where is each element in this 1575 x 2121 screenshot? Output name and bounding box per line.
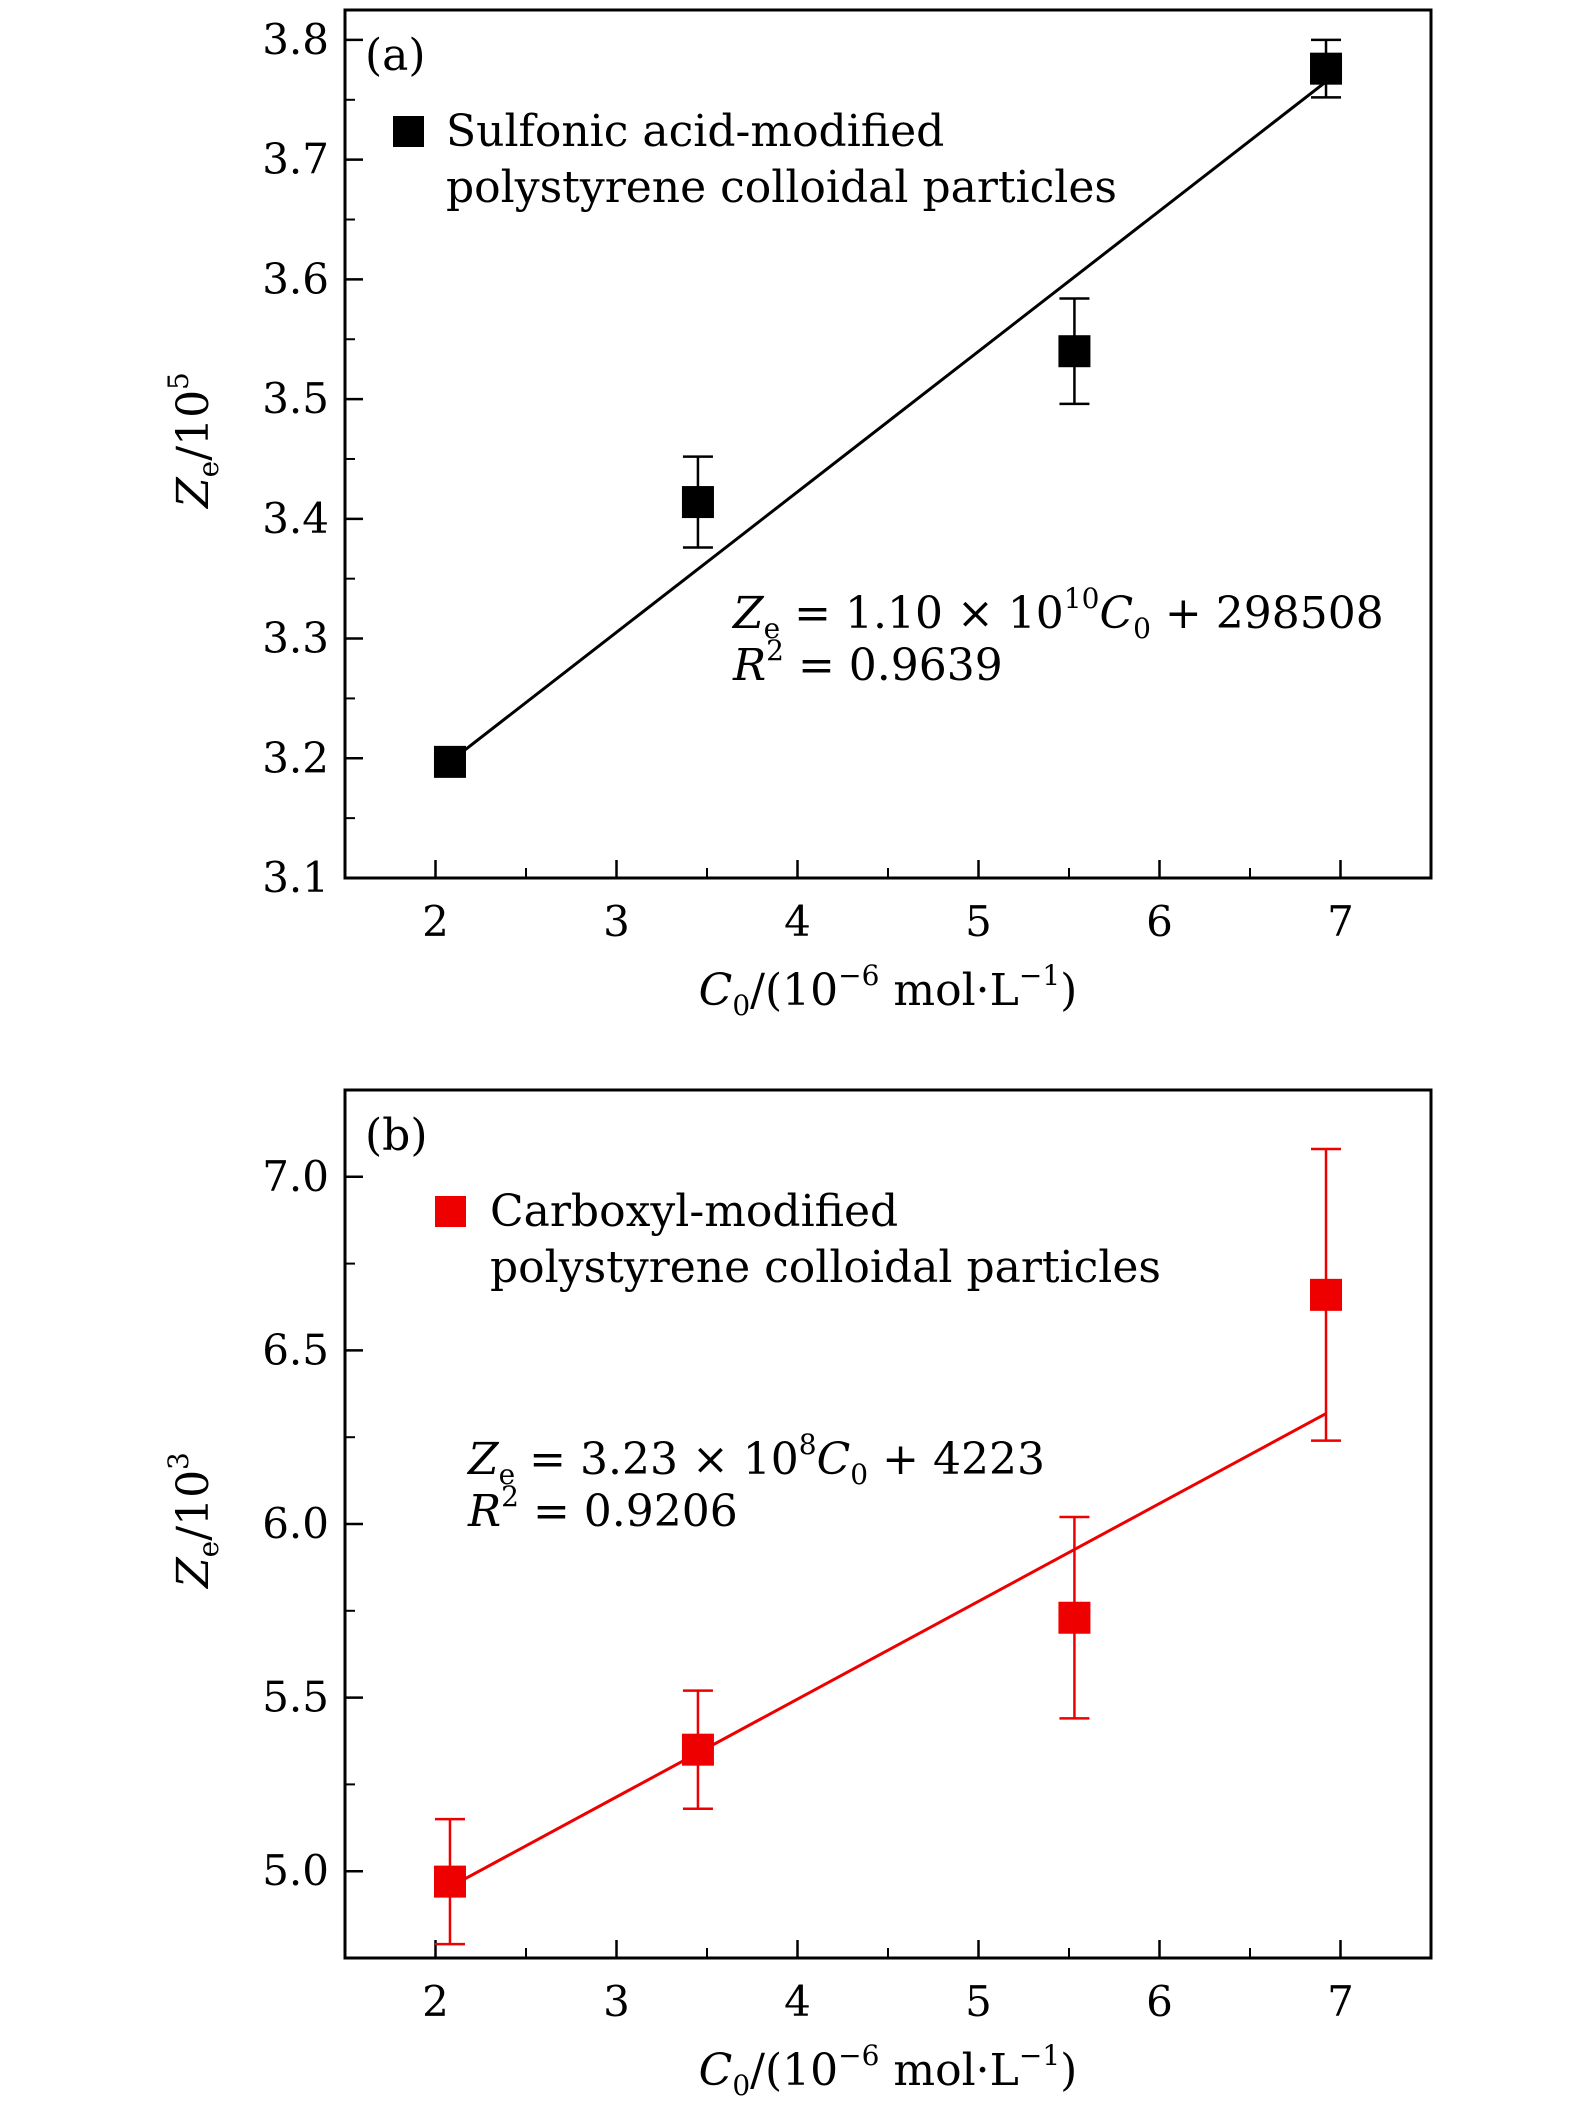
- y-axis-title-b: Ze/103: [162, 1452, 225, 1590]
- y-tick-label: 3.6: [262, 254, 329, 303]
- y-axis-title-a: Ze/105: [162, 372, 225, 510]
- data-point: [433, 745, 466, 778]
- fit-line-b: [449, 1412, 1327, 1889]
- r-squared-b: R2 = 0.9206: [467, 1480, 738, 1537]
- x-tick-label: 3: [603, 897, 630, 946]
- data-point: [1310, 52, 1343, 85]
- y-tick-label: 3.2: [262, 733, 329, 782]
- x-tick-label: 4: [784, 1977, 811, 2026]
- fit-equation-a: Ze = 1.10 × 1010C0 + 298508: [731, 582, 1384, 645]
- y-tick-label: 5.0: [262, 1846, 329, 1895]
- x-tick-label: 6: [1146, 897, 1173, 946]
- ticks-b: 2 3 4 5 6 7 5.0 5.5 6.0 6.5 7.0: [262, 1152, 1432, 2026]
- panel-b: 2 3 4 5 6 7 5.0 5.5 6.0 6.5 7.0 (b) Carboxyl-modif…: [162, 1088, 1433, 2102]
- ticks-a: 2 3 4 5 6 7 3.1 3.2 3.3 3.4 3.5 3.6 3.7 3.8: [262, 15, 1432, 946]
- panel-a: 2 3 4 5 6 7 3.1 3.2 3.3 3.4 3.5 3.6 3.7 3.8 (a) Sulfo…: [162, 8, 1433, 1022]
- x-tick-label: 6: [1146, 1977, 1173, 2026]
- x-tick-label: 5: [965, 897, 992, 946]
- legend-label-a-line1: Sulfonic acid-modified: [446, 106, 944, 157]
- points-b: [433, 1147, 1343, 1946]
- data-point: [1310, 1278, 1343, 1311]
- fit-equation-b: Ze = 3.23 × 108C0 + 4223: [466, 1428, 1045, 1491]
- panel-label-a: (a): [365, 30, 426, 81]
- x-tick-label: 7: [1327, 897, 1354, 946]
- data-point: [681, 486, 714, 519]
- x-axis-title-a: C0/(10−6 mol·L−1): [699, 959, 1078, 1022]
- x-axis-title-b: C0/(10−6 mol·L−1): [699, 2039, 1078, 2102]
- fit-line: [449, 1412, 1327, 1889]
- x-tick-label: 5: [965, 1977, 992, 2026]
- x-tick-label: 2: [422, 897, 449, 946]
- x-tick-label: 4: [784, 897, 811, 946]
- y-tick-label: 3.7: [262, 135, 329, 184]
- data-point: [681, 1733, 714, 1766]
- legend-label-b-line1: Carboxyl-modified: [490, 1186, 898, 1237]
- legend-marker-a: [393, 116, 424, 147]
- y-tick-label: 3.1: [262, 853, 329, 902]
- data-point: [1058, 1601, 1091, 1634]
- x-tick-label: 7: [1327, 1977, 1354, 2026]
- legend-marker-b: [435, 1196, 466, 1227]
- y-tick-label: 6.0: [262, 1499, 329, 1548]
- fit-line: [449, 80, 1327, 763]
- y-tick-label: 3.5: [262, 374, 329, 423]
- data-point: [433, 1865, 466, 1898]
- y-tick-label: 7.0: [262, 1152, 329, 1201]
- legend-label-b-line2: polystyrene colloidal particles: [490, 1242, 1161, 1293]
- y-tick-label: 3.3: [262, 614, 329, 663]
- y-tick-label: 3.4: [262, 494, 329, 543]
- panel-label-b: (b): [365, 1110, 428, 1161]
- fit-line-a: [449, 80, 1327, 763]
- x-tick-label: 3: [603, 1977, 630, 2026]
- x-tick-label: 2: [422, 1977, 449, 2026]
- y-tick-label: 5.5: [262, 1673, 329, 1722]
- y-tick-label: 6.5: [262, 1325, 329, 1374]
- legend-label-a-line2: polystyrene colloidal particles: [446, 162, 1117, 213]
- points-a: [433, 38, 1343, 778]
- data-point: [1058, 335, 1091, 368]
- r-squared-a: R2 = 0.9639: [732, 634, 1003, 691]
- y-tick-label: 3.8: [262, 15, 329, 64]
